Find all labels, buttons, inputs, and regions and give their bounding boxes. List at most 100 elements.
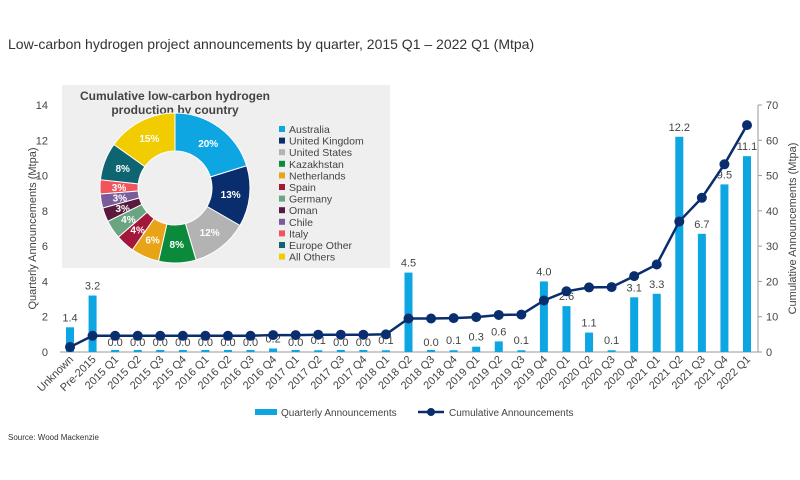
bar-data-label: 0.6 bbox=[491, 326, 506, 338]
y-tick-label: 8 bbox=[42, 206, 48, 218]
bar-data-label: 0.0 bbox=[175, 337, 190, 349]
cumulative-point bbox=[358, 329, 369, 340]
bar-data-label: 3.1 bbox=[627, 282, 642, 294]
cumulative-point bbox=[629, 271, 640, 282]
bar-2016-Q1 bbox=[201, 350, 210, 352]
y2-tick-label: 70 bbox=[766, 100, 778, 112]
y2-tick-label: 20 bbox=[766, 276, 778, 288]
y2-tick-label: 50 bbox=[766, 171, 778, 183]
bar-Pre-2015 bbox=[88, 295, 97, 352]
donut-slice-label: 6% bbox=[145, 235, 160, 246]
bar-data-label: 11.1 bbox=[737, 141, 758, 153]
cumulative-point bbox=[493, 309, 504, 320]
y-tick-label: 14 bbox=[36, 100, 48, 112]
donut-legend-label: Germany bbox=[289, 194, 333, 206]
bar-data-label: 4.5 bbox=[401, 258, 416, 270]
bar-2017-Q4 bbox=[359, 350, 368, 352]
bar-2018-Q3 bbox=[427, 350, 436, 352]
bar-Unknown bbox=[66, 327, 74, 352]
bar-2015-Q1 bbox=[111, 350, 120, 352]
bar-data-label: 0.0 bbox=[288, 337, 303, 349]
donut-slice-label: 3% bbox=[115, 204, 130, 215]
bar-2019-Q4 bbox=[539, 281, 548, 352]
cumulative-point bbox=[87, 330, 98, 341]
bar-2022-Q1 bbox=[743, 156, 751, 352]
bar-data-label: 6.7 bbox=[694, 219, 709, 231]
legend-swatch bbox=[279, 137, 285, 144]
bar-data-label: 0.3 bbox=[469, 332, 484, 344]
cumulative-point bbox=[65, 342, 75, 353]
donut-inset: Cumulative low-carbon hydrogenproduction… bbox=[62, 85, 390, 268]
donut-slice-label: 20% bbox=[198, 139, 218, 150]
y2-tick-label: 60 bbox=[766, 135, 778, 147]
bar-2021-Q1 bbox=[652, 293, 661, 352]
bar-2016-Q3 bbox=[246, 350, 255, 352]
bar-data-label: 0.1 bbox=[378, 335, 393, 347]
cumulative-point bbox=[742, 120, 752, 131]
legend-swatch bbox=[279, 195, 285, 202]
bar-2015-Q4 bbox=[178, 350, 187, 352]
cumulative-point bbox=[561, 286, 572, 297]
bar-data-label: 0.1 bbox=[311, 335, 326, 347]
cumulative-point bbox=[471, 312, 482, 323]
chart-title: Low-carbon hydrogen project announcement… bbox=[8, 36, 535, 52]
cumulative-point bbox=[426, 313, 437, 324]
donut-legend-label: United Kingdom bbox=[289, 136, 364, 148]
bar-2020-Q3 bbox=[607, 350, 616, 352]
cumulative-point bbox=[155, 330, 166, 341]
donut-legend-label: Chile bbox=[289, 217, 313, 229]
bar-data-label: 3.3 bbox=[649, 279, 664, 291]
y-tick-label: 10 bbox=[36, 171, 48, 183]
cumulative-point bbox=[516, 309, 527, 320]
bar-data-label: 0.0 bbox=[153, 337, 168, 349]
bar-data-label: 12.2 bbox=[669, 122, 690, 134]
bar-data-label: 0.0 bbox=[198, 337, 213, 349]
bar-2018-Q4 bbox=[449, 350, 458, 352]
bar-2015-Q3 bbox=[156, 350, 165, 352]
legend-swatch bbox=[279, 126, 285, 132]
bar-data-label: 3.2 bbox=[85, 281, 100, 293]
bar-data-label: 0.1 bbox=[446, 335, 461, 347]
cumulative-point bbox=[584, 282, 595, 293]
bar-2017-Q2 bbox=[314, 350, 323, 352]
cumulative-point bbox=[222, 330, 233, 341]
bar-2015-Q2 bbox=[133, 350, 142, 352]
bar-2019-Q3 bbox=[517, 350, 526, 352]
legend-label-cumulative: Cumulative Announcements bbox=[449, 408, 574, 419]
donut-slice-label: 4% bbox=[130, 226, 145, 237]
y2-tick-label: 30 bbox=[766, 241, 778, 253]
y2-tick-label: 10 bbox=[766, 312, 778, 324]
bar-2016-Q4 bbox=[269, 348, 278, 352]
y2-tick-label: 0 bbox=[766, 347, 772, 359]
y-tick-label: 4 bbox=[42, 276, 48, 288]
cumulative-point bbox=[132, 330, 143, 341]
y-tick-label: 12 bbox=[36, 135, 48, 147]
cumulative-point bbox=[538, 295, 549, 306]
donut-legend-label: All Others bbox=[289, 252, 335, 264]
donut-legend-label: Kazakhstan bbox=[289, 159, 344, 171]
legend-swatch bbox=[279, 242, 285, 248]
bar-2019-Q2 bbox=[494, 341, 503, 352]
cumulative-point bbox=[200, 330, 211, 341]
legend-label-quarterly: Quarterly Announcements bbox=[281, 408, 397, 419]
bar-data-label: 4.0 bbox=[536, 266, 551, 278]
y-tick-label: 2 bbox=[42, 312, 48, 324]
bar-data-label: 0.0 bbox=[220, 337, 235, 349]
donut-slice-label: 8% bbox=[115, 164, 130, 175]
cumulative-point bbox=[448, 313, 459, 324]
donut-slice-label: 3% bbox=[112, 183, 127, 194]
legend-swatch bbox=[279, 253, 285, 260]
legend-swatch bbox=[279, 230, 285, 237]
cumulative-point bbox=[380, 329, 391, 340]
legend-swatch bbox=[279, 184, 285, 190]
y-axis-title: Quarterly Announcements (Mtpa) bbox=[27, 147, 39, 309]
cumulative-point bbox=[606, 282, 617, 293]
cumulative-point bbox=[335, 329, 346, 340]
cumulative-point bbox=[245, 330, 256, 341]
bar-data-label: 0.0 bbox=[356, 337, 371, 349]
donut-title: Cumulative low-carbon hydrogen bbox=[80, 89, 270, 103]
donut-legend-label: Oman bbox=[289, 205, 318, 217]
bar-data-label: 0.0 bbox=[423, 337, 438, 349]
